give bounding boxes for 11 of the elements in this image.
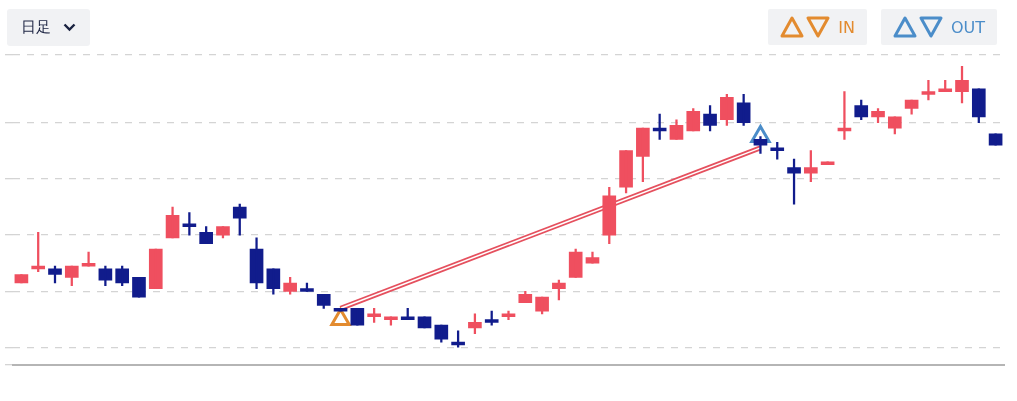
candlestick xyxy=(804,150,818,182)
candlestick xyxy=(384,316,398,326)
text: 日足 xyxy=(21,18,51,37)
candlestick xyxy=(484,310,499,326)
legend-label: IN xyxy=(838,17,855,37)
candlestick xyxy=(14,274,29,284)
candlestick xyxy=(417,316,432,329)
candlestick xyxy=(333,307,348,312)
candlestick xyxy=(350,307,365,326)
legend-label: OUT xyxy=(950,17,985,37)
candlestick xyxy=(988,133,1003,146)
